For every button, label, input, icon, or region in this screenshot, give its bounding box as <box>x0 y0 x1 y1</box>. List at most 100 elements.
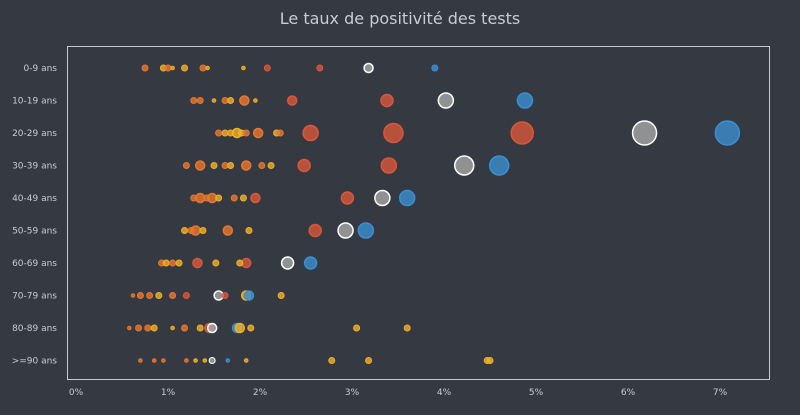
data-point[interactable] <box>250 192 261 204</box>
data-point[interactable] <box>181 227 189 234</box>
data-point[interactable] <box>222 225 234 236</box>
data-point[interactable] <box>403 324 411 332</box>
data-point[interactable] <box>203 194 211 202</box>
data-point[interactable] <box>215 129 223 137</box>
data-point[interactable] <box>383 122 404 144</box>
data-point[interactable] <box>488 155 510 176</box>
data-point[interactable] <box>252 127 264 139</box>
data-point[interactable] <box>236 259 244 267</box>
data-point[interactable] <box>276 129 284 137</box>
data-point[interactable] <box>202 358 208 363</box>
data-point[interactable] <box>253 98 258 103</box>
data-point[interactable] <box>380 93 394 108</box>
data-point[interactable] <box>182 162 190 169</box>
data-point[interactable] <box>130 293 136 298</box>
data-point[interactable] <box>357 222 375 239</box>
data-point[interactable] <box>516 92 534 109</box>
data-point[interactable] <box>199 227 207 234</box>
data-point[interactable] <box>212 259 220 267</box>
data-point[interactable] <box>190 97 198 104</box>
data-point[interactable] <box>164 64 172 72</box>
data-point[interactable] <box>175 259 183 267</box>
data-point[interactable] <box>302 124 319 142</box>
data-point[interactable] <box>169 259 177 267</box>
data-point[interactable] <box>431 64 439 72</box>
data-point[interactable] <box>208 357 216 364</box>
data-point[interactable] <box>353 324 361 332</box>
data-point[interactable] <box>243 358 249 363</box>
data-point[interactable] <box>170 325 175 331</box>
data-point[interactable] <box>210 162 218 169</box>
data-point[interactable] <box>230 194 238 202</box>
data-point[interactable] <box>146 292 154 299</box>
data-point[interactable] <box>136 292 144 299</box>
data-point[interactable] <box>247 324 255 332</box>
data-point[interactable] <box>486 357 494 364</box>
data-point[interactable] <box>225 358 231 363</box>
data-point[interactable] <box>243 290 255 301</box>
data-point[interactable] <box>170 65 175 71</box>
data-point[interactable] <box>328 357 336 364</box>
data-point[interactable] <box>242 129 250 137</box>
data-point[interactable] <box>196 324 204 332</box>
data-point[interactable] <box>437 92 455 109</box>
data-point[interactable] <box>206 322 218 334</box>
data-point[interactable] <box>631 120 658 146</box>
data-point[interactable] <box>182 292 190 299</box>
data-point[interactable] <box>205 65 210 71</box>
data-point[interactable] <box>303 256 318 270</box>
data-point[interactable] <box>127 325 132 331</box>
data-point[interactable] <box>187 227 195 234</box>
data-point[interactable] <box>241 65 246 71</box>
data-point[interactable] <box>211 98 217 103</box>
data-point[interactable] <box>267 162 275 169</box>
data-point[interactable] <box>258 162 266 169</box>
data-point[interactable] <box>141 64 149 72</box>
data-point[interactable] <box>227 162 235 169</box>
data-point[interactable] <box>380 157 398 174</box>
data-point[interactable] <box>286 95 298 106</box>
data-point[interactable] <box>227 97 235 104</box>
data-point[interactable] <box>161 358 166 363</box>
data-point[interactable] <box>297 158 311 173</box>
data-point[interactable] <box>194 160 206 171</box>
data-point[interactable] <box>374 189 391 207</box>
data-point[interactable] <box>169 292 177 299</box>
data-point[interactable] <box>196 97 204 104</box>
data-point[interactable] <box>240 160 252 171</box>
data-point[interactable] <box>245 227 253 234</box>
data-point[interactable] <box>181 324 189 332</box>
data-point[interactable] <box>227 129 235 137</box>
data-point[interactable] <box>337 222 354 239</box>
data-point[interactable] <box>184 358 189 363</box>
data-point[interactable] <box>280 256 295 270</box>
data-point[interactable] <box>453 155 475 176</box>
data-point[interactable] <box>181 64 189 72</box>
data-point[interactable] <box>150 324 158 332</box>
data-point[interactable] <box>151 358 157 363</box>
data-point[interactable] <box>510 121 534 145</box>
data-point[interactable] <box>277 292 285 299</box>
data-point[interactable] <box>199 64 207 72</box>
data-point[interactable] <box>239 95 250 106</box>
data-point[interactable] <box>138 358 143 363</box>
data-point[interactable] <box>263 64 271 72</box>
data-point[interactable] <box>193 358 198 363</box>
data-point[interactable] <box>215 194 223 202</box>
data-point[interactable] <box>398 189 416 207</box>
data-point[interactable] <box>239 194 247 202</box>
data-point[interactable] <box>363 62 374 74</box>
data-point[interactable] <box>144 324 152 332</box>
data-point[interactable] <box>221 292 229 299</box>
data-point[interactable] <box>162 259 170 267</box>
data-point[interactable] <box>192 257 203 269</box>
data-point[interactable] <box>135 324 143 332</box>
data-point[interactable] <box>340 191 355 205</box>
data-point[interactable] <box>714 120 741 146</box>
data-point[interactable] <box>234 322 246 334</box>
data-point[interactable] <box>308 223 322 238</box>
data-point[interactable] <box>365 357 373 364</box>
data-point[interactable] <box>155 292 163 299</box>
data-point[interactable] <box>316 64 324 72</box>
data-point[interactable] <box>190 194 198 202</box>
